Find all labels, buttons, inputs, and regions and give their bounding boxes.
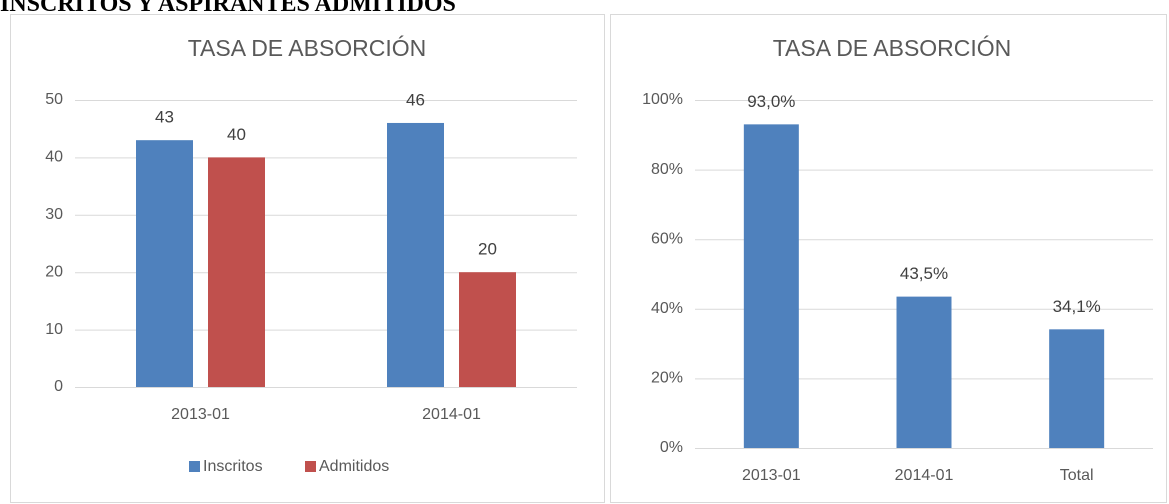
data-label: 43	[155, 108, 174, 127]
legend-swatch	[305, 461, 316, 472]
x-tick-label: Total	[1060, 467, 1094, 484]
bar	[387, 122, 444, 388]
bar	[896, 296, 952, 448]
heading: INSCRITOS Y ASPIRANTES ADMITIDOS	[0, 0, 456, 17]
data-label: 20	[478, 240, 497, 259]
y-tick-label: 40	[45, 149, 63, 166]
y-tick-label: 40%	[651, 300, 683, 317]
chart-title: TASA DE ABSORCIÓN	[773, 35, 1012, 61]
x-tick-label: 2014-01	[422, 406, 481, 423]
x-tick-label: 2014-01	[895, 467, 954, 484]
y-tick-label: 0%	[660, 439, 683, 456]
chart-title: TASA DE ABSORCIÓN	[188, 35, 427, 61]
y-tick-label: 100%	[642, 91, 683, 108]
x-tick-label: 2013-01	[742, 467, 801, 484]
legend-label: Admitidos	[319, 458, 389, 475]
data-label: 40	[227, 125, 246, 144]
data-label: 43,5%	[900, 264, 948, 283]
legend-label: Inscritos	[203, 458, 263, 475]
x-tick-label: 2013-01	[171, 406, 230, 423]
y-tick-label: 80%	[651, 161, 683, 178]
y-tick-label: 50	[45, 91, 63, 108]
y-tick-label: 30	[45, 206, 63, 223]
data-label: 46	[406, 90, 425, 109]
data-label: 34,1%	[1053, 297, 1101, 316]
data-label: 93,0%	[747, 92, 795, 111]
legend-swatch	[189, 461, 200, 472]
y-tick-label: 20	[45, 263, 63, 280]
y-tick-label: 60%	[651, 230, 683, 247]
chart-frame	[10, 14, 605, 503]
bar	[743, 124, 799, 449]
y-tick-label: 20%	[651, 370, 683, 387]
y-tick-label: 10	[45, 321, 63, 338]
bar	[136, 140, 193, 387]
y-tick-label: 0	[54, 378, 63, 395]
chart-frame	[610, 14, 1167, 503]
bar	[208, 157, 265, 387]
bar	[459, 272, 516, 387]
bar	[1049, 329, 1105, 448]
